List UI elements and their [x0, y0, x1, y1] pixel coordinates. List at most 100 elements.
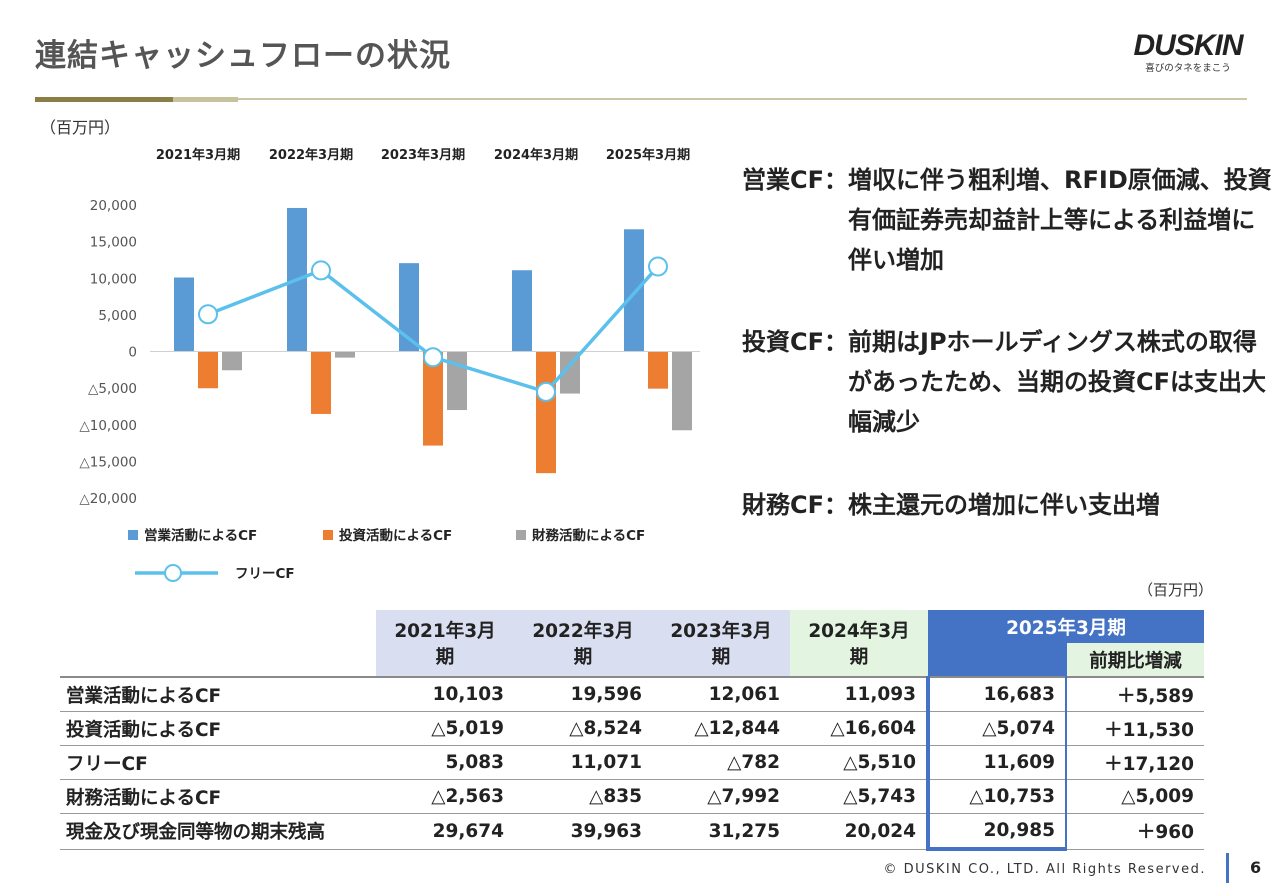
- free-cf-point: [311, 260, 331, 281]
- comment-text: 株主還元の増加に伴い支出増: [848, 491, 1161, 519]
- title-rule-accent-light: [173, 97, 238, 102]
- category-label: 2024年3月期: [494, 147, 578, 163]
- bar: [198, 351, 218, 389]
- comment-investing: 投資CF： 前期はJPホールディングス株式の取得があったため、当期の投資CFは支…: [742, 322, 1272, 442]
- row-label: 投資活動によるCF: [60, 711, 376, 746]
- legend-swatch: [128, 530, 138, 540]
- copyright: © DUSKIN CO., LTD. All Rights Reserved.: [883, 862, 1206, 877]
- logo-tagline: 喜びのタネをまこう: [1145, 63, 1231, 74]
- y-tick-label: 5,000: [98, 308, 137, 324]
- y-tick-label: △20,000: [79, 491, 137, 507]
- column-header-diff: 前期比増減: [1065, 643, 1204, 677]
- page-number-bar: [1226, 853, 1229, 883]
- table-cell: △10,753: [926, 779, 1067, 814]
- chart-unit-label: （百万円）: [40, 118, 121, 137]
- table-cell: 11,609: [926, 745, 1067, 780]
- table-cell: △5,074: [926, 711, 1067, 746]
- header-corner: [60, 610, 376, 677]
- table-cell: 10,103: [376, 676, 514, 712]
- category-label: 2023年3月期: [381, 147, 465, 163]
- table-cell: 39,963: [514, 813, 652, 850]
- table-cell: △8,524: [514, 711, 652, 746]
- y-tick-label: 10,000: [90, 271, 137, 287]
- y-tick-label: △5,000: [88, 381, 137, 397]
- table-cell: 5,083: [376, 745, 514, 780]
- row-label: 財務活動によるCF: [60, 779, 376, 814]
- comment-financing: 財務CF： 株主還元の増加に伴い支出増: [742, 485, 1160, 525]
- comment-text: 増収に伴う粗利増、RFID原価減、投資有価証券売却益計上等による利益増に伴い増加: [848, 166, 1272, 274]
- bar: [648, 351, 668, 389]
- free-cf-point: [423, 347, 443, 368]
- legend-label: 財務活動によるCF: [531, 527, 645, 544]
- table-cell: 20,024: [790, 813, 928, 850]
- free-cf-point: [536, 381, 556, 402]
- table-cell: 29,674: [376, 813, 514, 850]
- table-row: 現金及び現金同等物の期末残高 29,674 39,963 31,275 20,0…: [60, 813, 1204, 851]
- table-cell: ＋17,120: [1066, 745, 1204, 780]
- table-cell: 11,071: [514, 745, 652, 780]
- table-unit-label: （百万円）: [1138, 581, 1214, 599]
- legend-label: 投資活動によるCF: [339, 527, 452, 544]
- page-title: 連結キャッシュフローの状況: [35, 38, 451, 74]
- table-cell: ＋11,530: [1066, 711, 1204, 746]
- free-cf-point: [648, 256, 668, 277]
- bar: [222, 351, 242, 371]
- title-rule: [35, 98, 1247, 100]
- bar: [423, 351, 443, 446]
- column-header: 2022年3月期: [514, 610, 652, 677]
- row-label: 現金及び現金同等物の期末残高: [60, 813, 376, 850]
- table-cell: △12,844: [652, 711, 790, 746]
- comment-operating: 営業CF： 増収に伴う粗利増、RFID原価減、投資有価証券売却益計上等による利益…: [742, 160, 1272, 280]
- bar: [672, 351, 692, 431]
- logo-wordmark: DUSKIN: [1133, 29, 1243, 62]
- category-label: 2022年3月期: [269, 147, 353, 163]
- y-tick-label: 15,000: [90, 235, 137, 251]
- legend-label: フリーCF: [235, 566, 295, 582]
- table-cell: 19,596: [514, 676, 652, 712]
- page-number: 6: [1250, 858, 1262, 877]
- bar: [335, 351, 355, 358]
- table-cell: △835: [514, 779, 652, 814]
- table-cell: 12,061: [652, 676, 790, 712]
- bar: [174, 277, 194, 352]
- y-tick-label: 20,000: [90, 198, 137, 214]
- comment-label: 投資CF：: [742, 328, 849, 356]
- legend-line-marker: [164, 564, 182, 582]
- column-header: 2023年3月期: [652, 610, 790, 677]
- column-header: 2024年3月期: [790, 610, 928, 677]
- table-cell: △2,563: [376, 779, 514, 814]
- comment-label: 営業CF：: [742, 166, 849, 194]
- table-cell: △5,019: [376, 711, 514, 746]
- category-label: 2025年3月期: [606, 147, 690, 163]
- bar: [536, 351, 556, 474]
- bar: [512, 270, 532, 352]
- table-cell: 20,985: [926, 813, 1067, 851]
- legend-swatch: [323, 530, 333, 540]
- column-header: 2021年3月期: [376, 610, 514, 677]
- duskin-logo: DUSKIN 喜びのタネをまこう: [1128, 29, 1248, 75]
- free-cf-point: [198, 304, 218, 325]
- column-header-current: 2025年3月期: [928, 610, 1204, 643]
- table-cell: △7,992: [652, 779, 790, 814]
- table-cell: △5,510: [790, 745, 928, 780]
- row-label: フリーCF: [60, 745, 376, 780]
- table-cell: 31,275: [652, 813, 790, 850]
- table-row: 投資活動によるCF △5,019 △8,524 △12,844 △16,604 …: [60, 711, 1204, 746]
- table-row: 財務活動によるCF △2,563 △835 △7,992 △5,743 △10,…: [60, 779, 1204, 814]
- table-row: 営業活動によるCF 10,103 19,596 12,061 11,093 16…: [60, 676, 1204, 712]
- column-header-current-value: [928, 643, 1066, 677]
- bar: [447, 351, 467, 411]
- table-cell: 11,093: [790, 676, 928, 712]
- y-tick-label: △10,000: [79, 418, 137, 434]
- bar: [399, 263, 419, 352]
- cash-flow-table: 2021年3月期 2022年3月期 2023年3月期 2024年3月期 2025…: [60, 610, 1204, 851]
- category-label: 2021年3月期: [156, 147, 240, 163]
- table-cell: △782: [652, 745, 790, 780]
- row-label: 営業活動によるCF: [60, 676, 376, 712]
- y-tick-label: △15,000: [79, 454, 137, 470]
- comment-label: 財務CF：: [742, 491, 849, 519]
- bar: [624, 229, 644, 352]
- title-rule-accent-dark: [35, 97, 173, 102]
- table-cell: △16,604: [790, 711, 928, 746]
- cash-flow-chart: 2021年3月期 2022年3月期 2023年3月期 2024年3月期 2025年3月期…: [79, 147, 700, 582]
